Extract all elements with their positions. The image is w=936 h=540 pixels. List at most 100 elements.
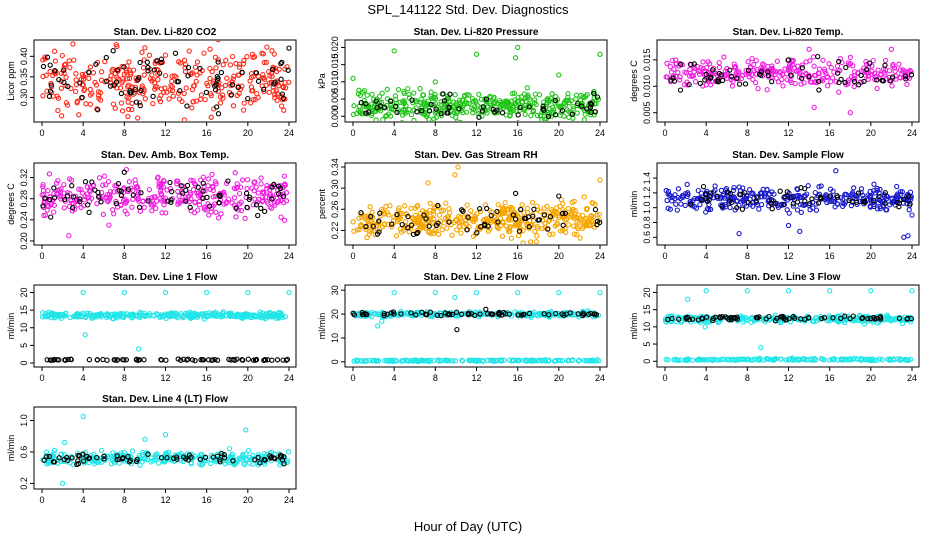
overlay-point [754,194,760,200]
data-point [750,76,756,83]
overlay-point [756,314,762,320]
data-point [146,186,153,193]
overlay-point [80,458,87,464]
data-point [198,96,204,102]
data-point [189,314,195,321]
data-point [226,445,233,452]
data-point [700,356,706,363]
overlay-point [847,315,853,322]
data-point [536,92,543,98]
panel-title: Stan. Dev. Amb. Box Temp. [101,150,229,161]
outlier-point [59,480,66,487]
data-point [790,58,796,65]
data-point [860,192,866,199]
overlay-point [414,230,420,237]
x-tick-label: 20 [243,373,253,383]
overlay-point [453,309,460,315]
overlay-point [44,54,51,60]
data-point [139,459,145,465]
overlay-point [92,187,98,193]
data-point [764,186,770,193]
data-point [50,72,56,79]
data-point [132,84,139,91]
overlay-point [691,61,697,67]
overlay-point [477,206,483,212]
data-point [394,358,400,364]
data-point [357,92,364,99]
x-tick-label: 8 [122,373,127,383]
data-point [351,103,357,109]
data-point [207,65,213,72]
overlay-point [85,202,91,208]
data-point [740,319,746,325]
data-point [706,61,713,67]
overlay-point [75,461,82,467]
data-point [278,103,285,109]
overlay-point [708,190,714,196]
x-tick-label: 12 [160,128,170,138]
overlay-point [877,314,884,320]
data-point [397,210,403,216]
overlay-point [521,311,527,317]
overlay-point [51,459,57,465]
data-point [264,44,270,50]
data-point [721,54,727,60]
overlay-point [183,187,189,193]
overlay-point [777,188,783,194]
data-point [509,90,516,97]
data-point [792,80,798,87]
data-point [484,357,491,363]
data-point [260,72,266,78]
overlay-point [736,81,743,87]
data-point [810,54,817,60]
data-point [55,187,61,194]
data-point [266,192,273,198]
overlay-point [398,311,404,317]
data-point [594,212,600,218]
data-point [461,223,467,230]
outlier-point [121,169,127,175]
overlay-point [167,179,173,186]
data-point [836,89,842,95]
y-axis-label: ml/min [6,435,16,462]
overlay-point [819,315,825,322]
outlier-point [833,168,839,174]
overlay-point [253,202,260,208]
data-point [222,461,228,467]
data-point [732,64,739,70]
y-tick-label: 5 [19,343,29,348]
data-point [892,68,898,74]
data-point [106,191,113,198]
data-point [188,177,194,183]
data-point [479,311,486,317]
data-point [750,190,756,196]
data-point [870,57,876,64]
data-point [774,58,780,64]
data-point [555,221,561,227]
x-tick-label: 12 [160,373,170,383]
overlay-point [136,204,143,210]
data-point [164,89,170,95]
overlay-point [552,112,559,118]
overlay-point [245,356,252,362]
data-point [458,230,464,236]
data-point [449,232,455,238]
data-point [278,310,284,317]
data-point [784,207,790,213]
overlay-point [477,311,483,317]
y-tick-label: 0.005 [642,101,652,124]
y-tick-label: 20 [330,309,340,319]
data-point [408,112,415,118]
data-point [532,91,538,97]
overlay-point [438,111,444,117]
data-point [207,75,213,82]
outlier-point [425,180,431,186]
data-point [227,311,233,317]
data-point [424,358,430,364]
data-point [241,461,248,468]
overlay-point [703,71,709,78]
data-point [236,90,242,97]
data-point [710,189,717,195]
data-point [807,58,813,64]
data-point [682,202,688,209]
